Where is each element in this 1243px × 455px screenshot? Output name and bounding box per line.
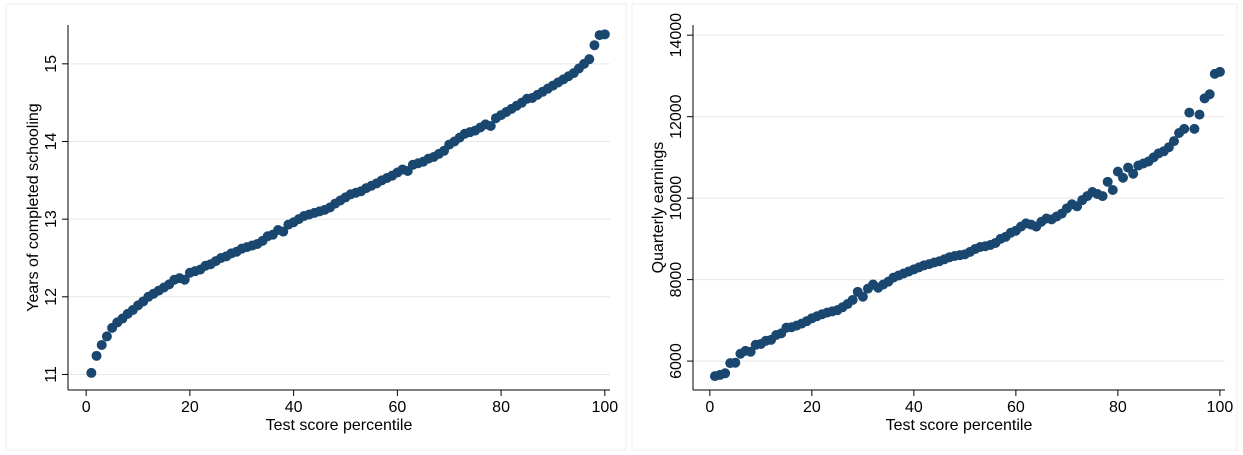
x-tick-label: 20 (803, 399, 821, 416)
x-tick-label: 40 (905, 399, 923, 416)
point (86, 367, 97, 378)
point (91, 350, 102, 361)
point (745, 346, 756, 357)
point (730, 357, 741, 368)
point (1189, 123, 1200, 134)
x-tick-label: 40 (285, 399, 303, 416)
x-tick-label: 80 (492, 399, 510, 416)
y-axis-label: Quarterly earnings (650, 142, 667, 274)
x-tick-label: 100 (591, 399, 618, 416)
point (1097, 191, 1108, 202)
point (96, 339, 107, 350)
x-tick-label: 60 (388, 399, 406, 416)
point (1204, 89, 1215, 100)
point (1194, 109, 1205, 120)
panel-border (631, 3, 1238, 451)
point (179, 274, 190, 285)
point (1168, 136, 1179, 147)
point (278, 226, 289, 237)
point (589, 40, 600, 51)
point (720, 368, 731, 379)
point (1214, 66, 1225, 77)
x-axis-label: Test score percentile (266, 417, 413, 434)
x-tick-label: 80 (1109, 399, 1127, 416)
x-tick-label: 0 (705, 399, 714, 416)
y-tick-label: 12000 (668, 94, 685, 139)
point (1117, 172, 1128, 183)
x-tick-label: 0 (82, 399, 91, 416)
point (599, 29, 610, 40)
point (485, 120, 496, 131)
y-tick-label: 6000 (668, 343, 685, 379)
point (101, 331, 112, 342)
point (1102, 176, 1113, 187)
y-axis-label: Years of completed schooling (25, 103, 42, 311)
y-tick-label: 14000 (668, 13, 685, 58)
point (584, 54, 595, 65)
y-tick-label: 14 (43, 132, 60, 150)
x-axis-label: Test score percentile (886, 417, 1033, 434)
panel-border (5, 3, 627, 451)
x-tick-label: 20 (181, 399, 199, 416)
point (1107, 184, 1118, 195)
point (1184, 107, 1195, 118)
y-tick-label: 8000 (668, 262, 685, 298)
point (1179, 123, 1190, 134)
point (847, 294, 858, 305)
y-tick-label: 13 (43, 210, 60, 228)
y-tick-label: 15 (43, 55, 60, 73)
y-tick-label: 11 (43, 366, 60, 383)
y-tick-label: 12 (43, 288, 60, 306)
x-tick-label: 100 (1207, 399, 1234, 416)
point (857, 291, 868, 302)
y-tick-label: 10000 (668, 176, 685, 221)
point (1128, 168, 1139, 179)
x-tick-label: 60 (1007, 399, 1025, 416)
